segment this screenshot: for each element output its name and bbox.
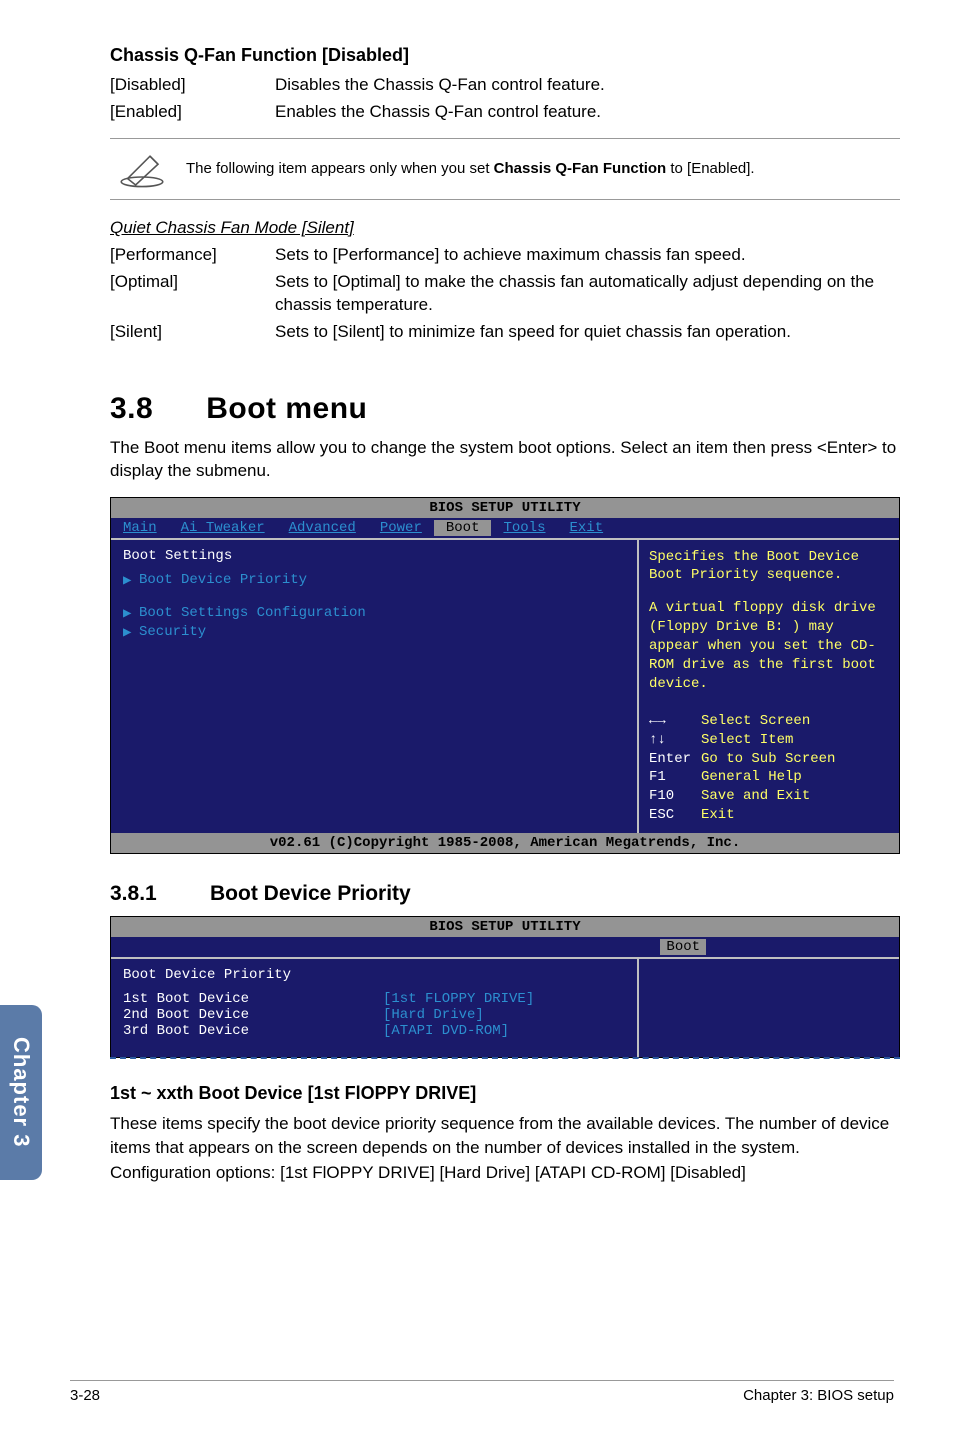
page-footer: 3-28 Chapter 3: BIOS setup (70, 1380, 894, 1404)
triangle-icon: ▶ (123, 572, 139, 589)
bios-boot-device-row: 2nd Boot Device[Hard Drive] (123, 1007, 625, 1023)
bios-boot-device-row: 3rd Boot Device[ATAPI DVD-ROM] (123, 1023, 625, 1039)
option-label: [Silent] (110, 321, 275, 344)
boot-device-priority-heading: 3.8.1Boot Device Priority (110, 882, 900, 906)
bios-nav-val: Save and Exit (701, 788, 810, 804)
bios-help-panel: Specifies the Boot Device Boot Priority … (639, 538, 899, 834)
bios-tab-boot: Boot (434, 520, 492, 536)
bios-nav-row: ESCExit (649, 806, 889, 825)
triangle-icon: ▶ (123, 624, 139, 641)
bios-nav-key: ESC (649, 806, 701, 825)
bios2-left-panel: Boot Device Priority 1st Boot Device[1st… (111, 957, 639, 1057)
option-row: [Performance]Sets to [Performance] to ac… (110, 244, 900, 267)
bios-screenshot-boot-priority: BIOS SETUP UTILITY Main Ai Tweaker Advan… (110, 916, 900, 1058)
bios-item-label: Security (139, 624, 206, 640)
bios-nav-key: ←→ (649, 712, 701, 731)
option-label: [Optimal] (110, 271, 275, 317)
bios-nav-val: General Help (701, 769, 802, 785)
bios2-right-panel (639, 957, 899, 1057)
option-desc: Enables the Chassis Q-Fan control featur… (275, 101, 900, 124)
bios-nav-row: ←→Select Screen (649, 712, 889, 731)
bios-item-label: Boot Device Priority (139, 572, 307, 588)
bios-nav-val: Go to Sub Screen (701, 751, 835, 767)
bios-boot-settings-header: Boot Settings (123, 548, 625, 564)
option-desc: Sets to [Silent] to minimize fan speed f… (275, 321, 900, 344)
bios2-tab-boot: Boot (660, 939, 706, 955)
bios-tab-power: Power (368, 520, 434, 536)
option-label: [Disabled] (110, 74, 275, 97)
bios-nav-keys: ←→Select Screen↑↓Select ItemEnterGo to S… (649, 712, 889, 825)
boot-device-label: 1st Boot Device (123, 991, 383, 1007)
chapter-side-tab: Chapter 3 (0, 1005, 42, 1180)
boot-device-value: [ATAPI DVD-ROM] (383, 1023, 509, 1039)
bios2-header: Boot Device Priority (123, 967, 625, 983)
footer-page-num: 3-28 (70, 1387, 100, 1404)
note-text: The following item appears only when you… (186, 160, 755, 177)
bios-nav-val: Select Screen (701, 713, 810, 729)
chapter-side-label: Chapter 3 (8, 1037, 34, 1147)
xxth-p2: Configuration options: [1st FlOPPY DRIVE… (110, 1161, 900, 1184)
option-row: [Disabled]Disables the Chassis Q-Fan con… (110, 74, 900, 97)
quiet-heading: Quiet Chassis Fan Mode [Silent] (110, 218, 354, 238)
bios-tab-ai-tweaker: Ai Tweaker (169, 520, 277, 536)
bios-help-text2: A virtual floppy disk drive (Floppy Driv… (649, 599, 889, 693)
bios2-menu-bar: Main Ai Tweaker Advanced Power Boot (111, 937, 899, 957)
bios-help-text1: Specifies the Boot Device Boot Priority … (649, 548, 889, 586)
bios-nav-key: ↑↓ (649, 731, 701, 750)
bios-nav-row: F1General Help (649, 768, 889, 787)
boot-device-label: 2nd Boot Device (123, 1007, 383, 1023)
boot-device-value: [1st FLOPPY DRIVE] (383, 991, 534, 1007)
option-label: [Enabled] (110, 101, 275, 124)
bios-item-label: Boot Settings Configuration (139, 605, 366, 621)
note-bold: Chassis Q-Fan Function (494, 160, 667, 177)
bios-footer: v02.61 (C)Copyright 1985-2008, American … (111, 833, 899, 853)
note-box: The following item appears only when you… (110, 138, 900, 200)
option-row: [Optimal]Sets to [Optimal] to make the c… (110, 271, 900, 317)
note-prefix: The following item appears only when you… (186, 160, 494, 177)
bios-menu-item: ▶Security (123, 624, 625, 641)
bios-boot-device-row: 1st Boot Device[1st FLOPPY DRIVE] (123, 991, 625, 1007)
bios-nav-key: F10 (649, 787, 701, 806)
option-row: [Enabled]Enables the Chassis Q-Fan contr… (110, 101, 900, 124)
footer-chapter: Chapter 3: BIOS setup (743, 1387, 894, 1404)
option-desc: Disables the Chassis Q-Fan control featu… (275, 74, 900, 97)
chassis-qfan-heading: Chassis Q-Fan Function [Disabled] (110, 45, 900, 66)
boot-menu-para: The Boot menu items allow you to change … (110, 436, 900, 483)
bios-nav-val: Exit (701, 807, 735, 823)
boot-menu-heading: 3.8 Boot menu (110, 392, 900, 426)
bios-title: BIOS SETUP UTILITY (111, 498, 899, 518)
bios-nav-row: ↑↓Select Item (649, 731, 889, 750)
bios-nav-row: F10Save and Exit (649, 787, 889, 806)
boot-device-value: [Hard Drive] (383, 1007, 484, 1023)
bios-menu-item: ▶Boot Device Priority (123, 572, 625, 589)
boot-device-label: 3rd Boot Device (123, 1023, 383, 1039)
bios-screenshot-boot-settings: BIOS SETUP UTILITY MainAi TweakerAdvance… (110, 497, 900, 855)
option-label: [Performance] (110, 244, 275, 267)
page-content: Chassis Q-Fan Function [Disabled] [Disab… (110, 45, 900, 1198)
triangle-icon: ▶ (123, 605, 139, 622)
pencil-icon (118, 149, 166, 189)
option-desc: Sets to [Performance] to achieve maximum… (275, 244, 900, 267)
sub-title: Boot Device Priority (210, 882, 411, 905)
bios-tab-main: Main (111, 520, 169, 536)
xxth-heading: 1st ~ xxth Boot Device [1st FlOPPY DRIVE… (110, 1083, 900, 1104)
note-suffix: to [Enabled]. (666, 160, 754, 177)
sub-num: 3.8.1 (110, 882, 210, 906)
bios-menu-bar: MainAi TweakerAdvancedPowerBootToolsExit (111, 518, 899, 538)
option-row: [Silent]Sets to [Silent] to minimize fan… (110, 321, 900, 344)
bios-menu-item: ▶Boot Settings Configuration (123, 605, 625, 622)
bios-nav-val: Select Item (701, 732, 793, 748)
bios2-title: BIOS SETUP UTILITY (111, 917, 899, 937)
option-desc: Sets to [Optimal] to make the chassis fa… (275, 271, 900, 317)
bios-nav-row: EnterGo to Sub Screen (649, 750, 889, 769)
bios-tab-advanced: Advanced (277, 520, 368, 536)
dashed-divider (110, 1057, 900, 1059)
bios-left-panel: Boot Settings ▶Boot Device Priority▶Boot… (111, 538, 639, 834)
xxth-p1: These items specify the boot device prio… (110, 1112, 900, 1159)
bios-nav-key: F1 (649, 768, 701, 787)
bios-nav-key: Enter (649, 750, 701, 769)
bios-tab-tools: Tools (491, 520, 557, 536)
bios-tab-exit: Exit (557, 520, 615, 536)
